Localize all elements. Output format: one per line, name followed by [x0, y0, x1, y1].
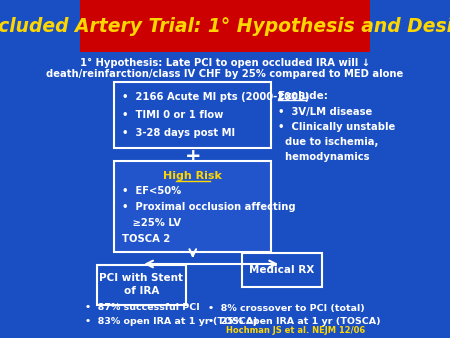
Text: death/reinfarction/class IV CHF by 25% compared to MED alone: death/reinfarction/class IV CHF by 25% c… [46, 69, 404, 79]
Text: •  87% successful PCI: • 87% successful PCI [85, 304, 200, 313]
FancyBboxPatch shape [80, 0, 370, 52]
Text: 1° Hypothesis: Late PCI to open occluded IRA will ↓: 1° Hypothesis: Late PCI to open occluded… [80, 58, 370, 68]
Text: •  83% open IRA at 1 yr (TOSCA): • 83% open IRA at 1 yr (TOSCA) [85, 317, 258, 327]
Text: •  3-28 days post MI: • 3-28 days post MI [122, 128, 235, 138]
Text: TOSCA 2: TOSCA 2 [122, 234, 170, 244]
Text: High Risk: High Risk [163, 171, 222, 181]
Text: of IRA: of IRA [124, 286, 159, 296]
FancyBboxPatch shape [97, 265, 186, 305]
Text: Hochman JS et al. NEJM 12/06: Hochman JS et al. NEJM 12/06 [225, 326, 365, 335]
Text: •  2166 Acute MI pts (2000-2005): • 2166 Acute MI pts (2000-2005) [122, 92, 309, 102]
Text: •  25% open IRA at 1 yr (TOSCA): • 25% open IRA at 1 yr (TOSCA) [207, 317, 380, 327]
FancyBboxPatch shape [242, 253, 322, 287]
Text: Occluded Artery Trial: 1° Hypothesis and Design: Occluded Artery Trial: 1° Hypothesis and… [0, 18, 450, 37]
Text: •  TIMI 0 or 1 flow: • TIMI 0 or 1 flow [122, 110, 223, 120]
FancyBboxPatch shape [114, 161, 271, 252]
Text: PCI with Stent: PCI with Stent [99, 273, 183, 283]
Text: ≥25% LV: ≥25% LV [122, 218, 181, 228]
Text: Medical RX: Medical RX [249, 265, 315, 275]
Text: hemodynamics: hemodynamics [279, 152, 370, 162]
Text: •  Clinically unstable: • Clinically unstable [279, 122, 396, 132]
Text: •  Proximal occlusion affecting: • Proximal occlusion affecting [122, 202, 296, 212]
Text: •  EF<50%: • EF<50% [122, 186, 181, 196]
Text: •  3V/LM disease: • 3V/LM disease [279, 107, 373, 117]
Text: due to ischemia,: due to ischemia, [279, 137, 379, 147]
FancyBboxPatch shape [114, 82, 271, 148]
Text: +: + [184, 146, 201, 166]
Text: •  8% crossover to PCI (total): • 8% crossover to PCI (total) [207, 304, 364, 313]
Text: Exclude:: Exclude: [279, 91, 328, 101]
